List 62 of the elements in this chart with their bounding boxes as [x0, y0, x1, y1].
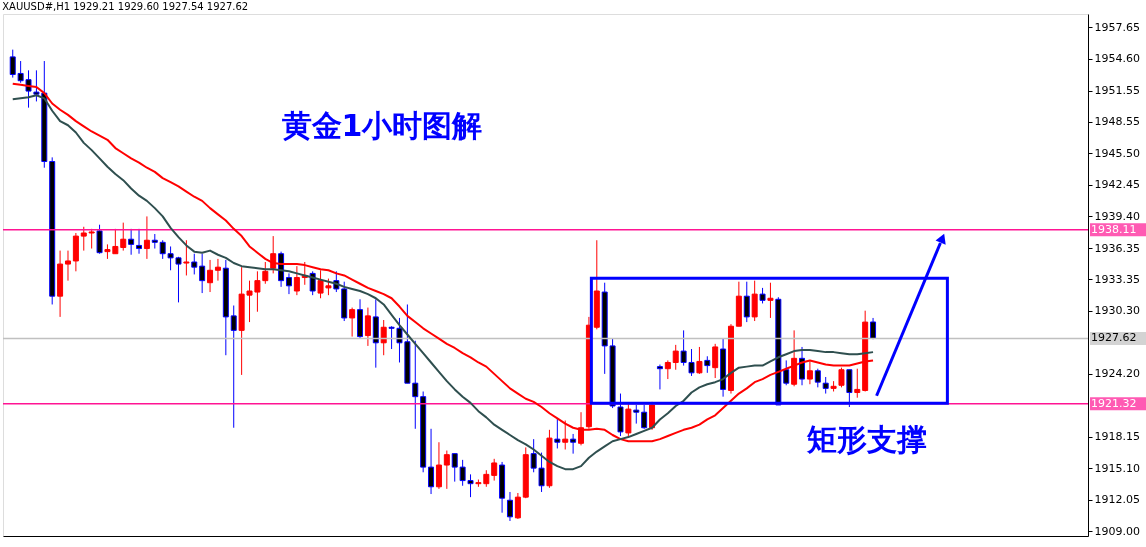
candlestick: [183, 239, 190, 276]
candlestick: [554, 417, 561, 449]
ref-line-label: 1921.32: [1091, 396, 1137, 410]
y-tick-label: 1945.50: [1094, 146, 1140, 160]
candlestick: [712, 343, 719, 379]
candlestick: [120, 222, 127, 252]
candlestick: [230, 305, 237, 429]
candlestick: [854, 368, 861, 399]
candlestick: [799, 346, 806, 386]
candlestick: [349, 307, 356, 338]
candlestick: [80, 226, 87, 252]
ref-line-label: 1927.62: [1091, 331, 1137, 345]
y-tick-label: 1942.45: [1094, 178, 1140, 192]
candlestick: [491, 458, 498, 482]
y-tick-label: 1918.15: [1094, 430, 1140, 444]
y-tick-label: 1930.30: [1094, 304, 1140, 318]
candlestick: [656, 364, 663, 390]
annotation: 黄金1小时图解: [281, 107, 483, 143]
y-tick-label: 1957.65: [1094, 20, 1140, 34]
candlestick: [838, 367, 845, 388]
y-tick-label: 1936.35: [1094, 241, 1140, 255]
candlestick: [751, 280, 758, 322]
y-tick-label: 1933.35: [1094, 272, 1140, 286]
y-tick-label: 1948.55: [1094, 115, 1140, 129]
y-tick-label: 1954.60: [1094, 52, 1140, 66]
ref-line-label: 1938.11: [1091, 222, 1137, 236]
y-tick-label: 1909.00: [1094, 524, 1140, 538]
candlestick: [191, 253, 198, 275]
candlestick: [625, 402, 632, 437]
candlestick: [64, 250, 71, 282]
candlestick: [293, 265, 300, 296]
candlestick: [767, 282, 774, 319]
candlestick: [696, 346, 703, 375]
candlestick: [506, 491, 513, 522]
candlestick: [570, 433, 577, 455]
candlestick: [364, 307, 371, 347]
candlestick: [128, 228, 135, 256]
candlestick: [207, 259, 214, 293]
candlestick: [136, 228, 143, 255]
candlestick: [199, 253, 206, 294]
candlestick: [214, 258, 221, 282]
candlestick: [143, 215, 150, 260]
candlestick: [743, 281, 750, 323]
candlestick: [664, 359, 671, 380]
candlestick: [435, 441, 442, 490]
candlestick: [783, 359, 790, 386]
chart-title: XAUUSD#,H1 1929.21 1929.60 1927.54 1927.62: [2, 1, 249, 12]
candlestick: [814, 368, 821, 388]
candlestick: [443, 450, 450, 490]
y-tick-label: 1924.20: [1094, 367, 1140, 381]
candlestick: [806, 360, 813, 385]
candlestick: [96, 224, 103, 255]
annotation: 矩形支撑: [805, 421, 927, 457]
y-tick-label: 1939.40: [1094, 209, 1140, 223]
y-tick-label: 1912.05: [1094, 493, 1140, 507]
y-tick-label: 1915.10: [1094, 461, 1140, 475]
candlestick: [672, 344, 679, 371]
candlestick: [514, 492, 521, 520]
y-tick-label: 1951.55: [1094, 84, 1140, 98]
candlestick: [380, 319, 387, 356]
candlestick: [428, 428, 435, 495]
candlestick: [285, 272, 292, 295]
